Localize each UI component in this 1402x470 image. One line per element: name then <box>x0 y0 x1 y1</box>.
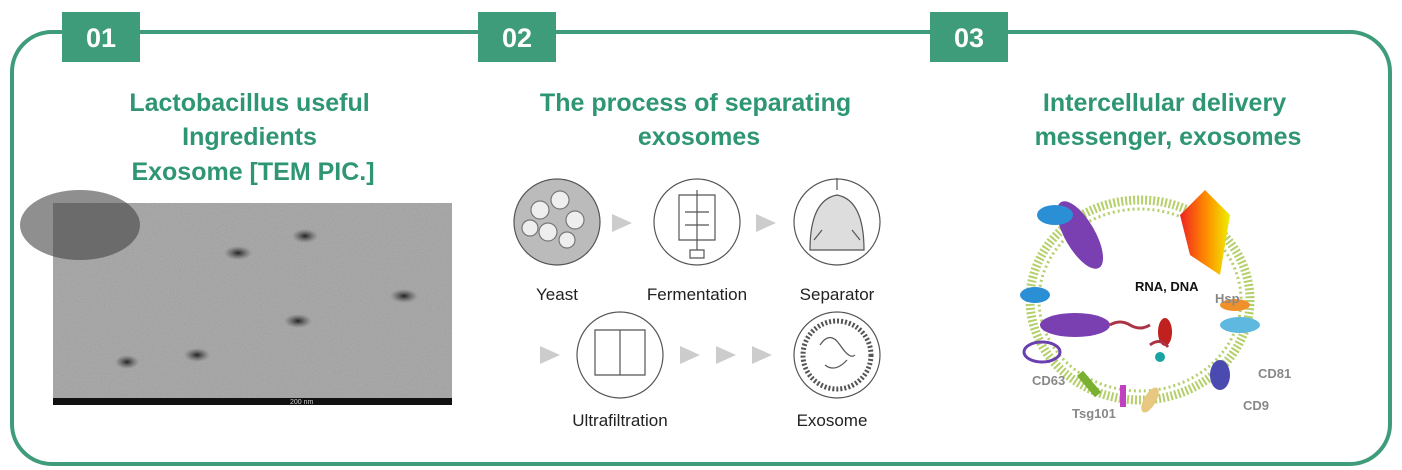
step-label: Separator <box>800 285 875 304</box>
frame <box>10 30 1392 466</box>
tab: 02 <box>478 12 556 62</box>
step-label: Exosome <box>797 411 868 430</box>
title-line: Intercellular delivery <box>1043 89 1286 117</box>
title-line: Exosome [TEM PIC.] <box>131 158 374 186</box>
title-line: Lactobacillus useful <box>129 89 369 117</box>
step-label: Fermentation <box>647 285 747 304</box>
scale-label: 200 nm <box>290 399 314 406</box>
diagram-label: Hsp <box>1215 291 1240 306</box>
tem-image: 200 nm <box>20 190 452 406</box>
diagram-label: CD81 <box>1258 366 1291 381</box>
section-title: The process of separating exosomes <box>540 89 858 151</box>
tab: 03 <box>930 12 1008 62</box>
process-diagram <box>513 178 881 399</box>
diagram-label: CD9 <box>1243 398 1269 413</box>
step-label: Yeast <box>536 285 578 304</box>
title-line: messenger, exosomes <box>1035 123 1302 151</box>
title-line: The process of separating <box>540 89 851 117</box>
diagram-label: CD63 <box>1032 373 1065 388</box>
step-label: Ultrafiltration <box>572 411 667 430</box>
title-line: Ingredients <box>182 123 317 151</box>
diagram-label: RNA, DNA <box>1135 279 1199 294</box>
tab-number: 02 <box>502 23 532 53</box>
section-title: Lactobacillus useful Ingredients Exosome… <box>129 89 376 186</box>
tab-number: 03 <box>954 23 984 53</box>
tab-number: 01 <box>86 23 116 53</box>
section-title: Intercellular delivery messenger, exosom… <box>1035 89 1302 151</box>
exosome-diagram: RNA, DNA Hsp CD63 Tsg101 CD81 CD9 <box>1020 190 1291 421</box>
title-line: exosomes <box>638 123 760 151</box>
diagram-label: Tsg101 <box>1072 406 1116 421</box>
tab: 01 <box>62 12 140 62</box>
